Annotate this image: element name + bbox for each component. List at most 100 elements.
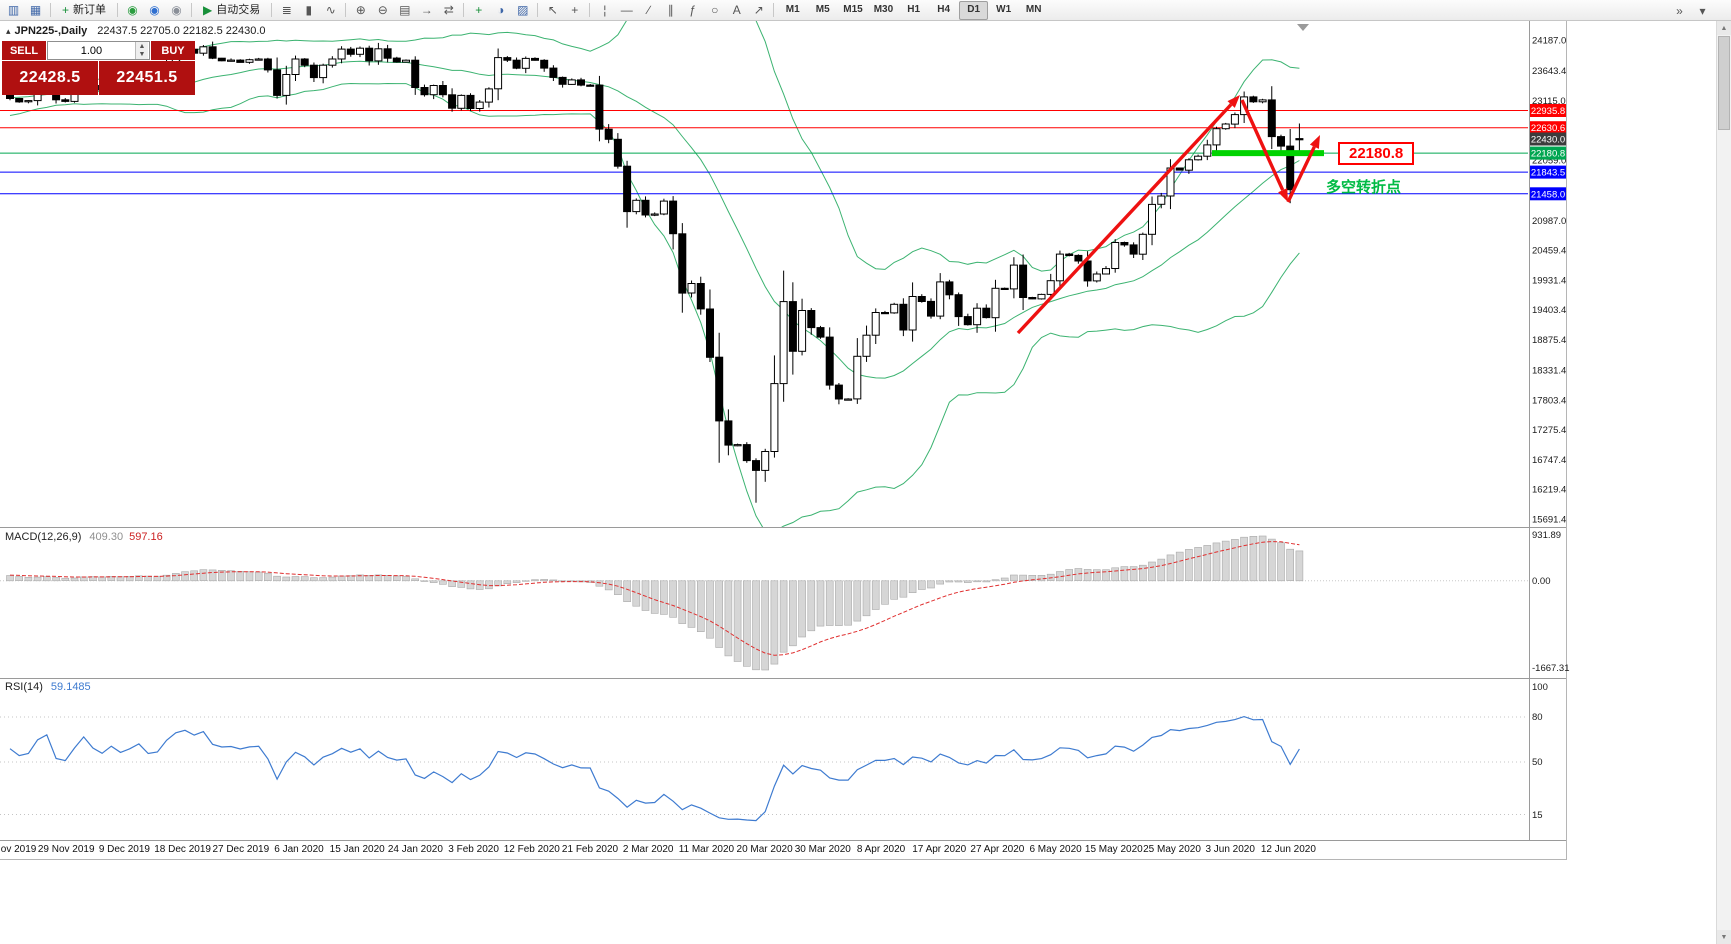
date-label: 11 Mar 2020 <box>678 844 735 855</box>
autoscroll-icon-glyph: → <box>420 3 433 17</box>
rsi-axis-label: 100 <box>1532 682 1548 693</box>
trend-arrow-head <box>1309 135 1320 149</box>
new-order-button-label: 新订单 <box>73 3 107 16</box>
volume-input[interactable] <box>56 44 127 57</box>
macd-panel[interactable] <box>0 528 1567 678</box>
svg-text:16747.4: 16747.4 <box>1532 455 1566 466</box>
scrollbar-down-arrow[interactable]: ▼ <box>1717 930 1731 944</box>
panel-separator <box>0 840 1567 841</box>
arrow-tools-icon[interactable]: ↗ <box>748 1 769 20</box>
zoom-in-icon[interactable]: ⊕ <box>350 1 371 20</box>
price-chart-panel[interactable]: 24187.0 23643.4 23115.0 22059.0 20987.0 20459… <box>0 21 1567 527</box>
crosshair-icon[interactable]: + <box>564 1 585 20</box>
macd-name: MACD(12,26,9) <box>5 531 82 543</box>
pivot-point-text[interactable]: 多空转折点 <box>1326 179 1402 196</box>
cursor-icon-glyph: ↖ <box>547 3 558 17</box>
text-icon[interactable]: A <box>726 1 747 20</box>
chart-candles-icon[interactable]: ▮ <box>298 1 319 20</box>
date-label: 21 Feb 2020 <box>561 844 619 855</box>
timeframe-m5-button[interactable]: M5 <box>815 4 830 15</box>
toolbar-separator <box>537 3 539 17</box>
new-chart-icon[interactable]: ▥ <box>3 1 24 20</box>
timeframe-h4-button[interactable]: H4 <box>937 4 951 15</box>
macd-axis-label: -1667.31 <box>1532 663 1570 674</box>
market-watch-icon[interactable]: ◉ <box>122 1 143 20</box>
chart-ohlc-values: 22437.5 22705.0 22182.5 22430.0 <box>97 25 266 37</box>
scrollbar-up-arrow[interactable]: ▲ <box>1717 21 1731 35</box>
sell-price[interactable]: 22428.5 <box>2 61 98 95</box>
vertical-scrollbar[interactable]: ▲ ▼ <box>1716 21 1731 944</box>
timeframe-h1-button[interactable]: H1 <box>907 4 921 15</box>
macd-histogram <box>6 535 1304 671</box>
chart-annotations <box>1016 95 1324 335</box>
timeframe-m15-button[interactable]: M15 <box>843 4 863 15</box>
terminal-icon-glyph: ◉ <box>171 3 182 17</box>
timeframe-d1-button[interactable]: D1 <box>959 0 989 20</box>
vertical-line-icon-glyph: ¦ <box>603 3 607 17</box>
cursor-icon[interactable]: ↖ <box>542 1 563 20</box>
profiles-icon[interactable]: ▦ <box>25 1 46 20</box>
date-label: 3 Feb 2020 <box>448 844 499 855</box>
chart-header: ▴ JPN225-,Daily 22437.5 22705.0 22182.5 22… <box>6 25 266 37</box>
trend-arrow[interactable] <box>1016 103 1233 335</box>
volume-up-button[interactable]: ▲ <box>135 42 148 51</box>
shapes-icon-glyph: ○ <box>711 3 719 17</box>
toolbar-customize-button[interactable]: ▾ <box>1699 3 1706 18</box>
date-label: 9 Dec 2019 <box>98 844 150 855</box>
macd-signal-line <box>9 541 1300 656</box>
macd-axis-label: 931.89 <box>1532 530 1562 541</box>
text-icon-glyph: A <box>732 3 741 17</box>
trend-arrow[interactable] <box>1240 99 1285 191</box>
new-order-button[interactable]: + 新订单 <box>55 1 113 20</box>
trendline-icon[interactable]: ∕ <box>638 1 659 20</box>
timeframe-m30-button[interactable]: M30 <box>873 4 894 15</box>
zoom-out-icon[interactable]: ⊖ <box>372 1 393 20</box>
price-axis-border <box>1529 21 1530 840</box>
data-window-icon[interactable]: ◉ <box>144 1 165 20</box>
channel-icon[interactable]: ∥ <box>660 1 681 20</box>
one-click-panel-toggle[interactable]: ▴ <box>6 26 11 36</box>
autoscroll-icon[interactable]: → <box>416 1 437 20</box>
svg-text:21458.0: 21458.0 <box>1531 189 1565 200</box>
chart-bars-icon[interactable]: ≣ <box>276 1 297 20</box>
timeframe-w1-button[interactable]: W1 <box>996 4 1012 15</box>
buy-button[interactable]: BUY <box>151 41 195 60</box>
date-label: 12 Jun 2020 <box>1260 844 1316 855</box>
rsi-panel[interactable] <box>0 679 1567 840</box>
panel-separator[interactable] <box>0 527 1567 528</box>
tile-windows-icon[interactable]: ▤ <box>394 1 415 20</box>
trend-arrow[interactable] <box>1286 145 1316 203</box>
date-label: 27 Apr 2020 <box>970 844 1025 855</box>
date-label: 18 Dec 2019 <box>154 844 211 855</box>
chart-shift-icon[interactable]: ⇄ <box>438 1 459 20</box>
terminal-icon[interactable]: ◉ <box>166 1 187 20</box>
vertical-line-icon[interactable]: ¦ <box>594 1 615 20</box>
periods-icon[interactable]: ◑ <box>490 1 511 20</box>
toolbar-right-buttons: » ▾ <box>1669 1 1713 20</box>
shapes-icon[interactable]: ○ <box>704 1 725 20</box>
autotrading-button[interactable]: ▶ 自动交易 <box>196 1 267 20</box>
volume-down-button[interactable]: ▼ <box>135 50 148 59</box>
timeframe-m1-button[interactable]: M1 <box>785 4 800 15</box>
svg-text:18875.4: 18875.4 <box>1532 335 1566 346</box>
horizontal-line-icon[interactable]: — <box>616 1 637 20</box>
chart-shift-marker[interactable] <box>1297 24 1309 31</box>
sell-button[interactable]: SELL <box>2 41 46 60</box>
date-label: 2 Mar 2020 <box>622 844 674 855</box>
toolbar-overflow-button[interactable]: » <box>1676 3 1683 18</box>
templates-icon[interactable]: ▨ <box>512 1 533 20</box>
rsi-indicator-label: RSI(14) 59.1485 <box>5 681 91 693</box>
panel-separator[interactable] <box>0 678 1567 679</box>
timeframe-mn-button[interactable]: MN <box>1025 4 1042 15</box>
chart-line-icon[interactable]: ∿ <box>320 1 341 20</box>
buy-price[interactable]: 22451.5 <box>99 61 195 95</box>
support-price-label[interactable]: 22180.8 <box>1338 142 1415 165</box>
scrollbar-thumb[interactable] <box>1718 36 1730 130</box>
toolbar-separator <box>50 3 51 17</box>
fibonacci-icon[interactable]: ƒ <box>682 1 703 20</box>
channel-icon-glyph: ∥ <box>667 3 674 17</box>
indicators-icon[interactable]: + <box>468 1 489 20</box>
svg-text:19403.4: 19403.4 <box>1532 305 1566 316</box>
rsi-name: RSI(14) <box>5 681 43 693</box>
chart-bars-icon-glyph: ≣ <box>281 3 292 17</box>
